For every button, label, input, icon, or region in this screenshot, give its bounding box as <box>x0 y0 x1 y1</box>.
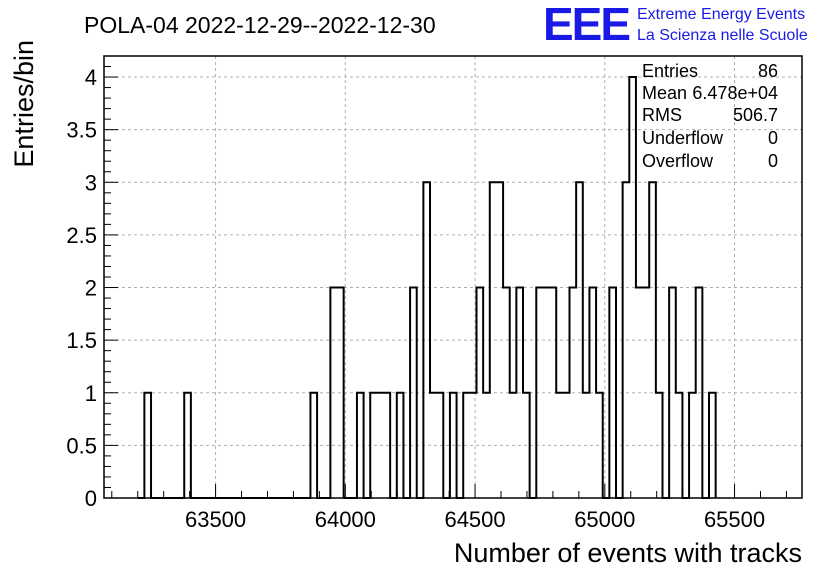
histogram-bin <box>430 393 437 498</box>
histogram-bin <box>636 288 643 498</box>
stats-mean-value: 6.478e+04 <box>692 83 778 103</box>
histogram-bin <box>563 393 570 498</box>
chart-title: POLA-04 2022-12-29--2022-12-30 <box>84 12 436 38</box>
stats-overflow-label: Overflow <box>642 151 714 171</box>
histogram-bin <box>556 393 563 498</box>
eee-logo: EEE Extreme Energy Events La Scienza nel… <box>543 0 808 50</box>
y-tick-label: 1 <box>85 381 97 406</box>
y-tick-label: 0.5 <box>66 433 97 458</box>
x-tick-label: 64500 <box>444 507 505 532</box>
logo-line-1: Extreme Energy Events <box>637 6 805 23</box>
stats-rms-label: RMS <box>642 105 682 125</box>
x-tick-label: 65500 <box>704 507 765 532</box>
histogram-bin <box>483 393 490 498</box>
histogram-bin <box>543 288 550 498</box>
y-tick-label: 1.5 <box>66 328 97 353</box>
stats-entries-value: 86 <box>758 61 778 81</box>
histogram-bin <box>377 393 384 498</box>
logo-line-2: La Scienza nelle Scuole <box>637 27 808 44</box>
x-axis-title: Number of events with tracks <box>454 538 802 568</box>
stats-rms-value: 506.7 <box>733 105 778 125</box>
stats-underflow-value: 0 <box>768 128 778 148</box>
x-tick-label: 63500 <box>185 507 246 532</box>
histogram-bin <box>643 288 650 498</box>
y-tick-label: 0 <box>85 486 97 511</box>
histogram-bin <box>470 393 477 498</box>
y-tick-label: 2 <box>85 276 97 301</box>
axis-tick-labels: 63500 64000 64500 65000 65500 0 0.5 1 1.5 2 2.5 3 3.… <box>66 65 765 532</box>
eee-logo-mark: EEE <box>543 0 629 50</box>
y-tick-label: 4 <box>85 65 97 90</box>
stats-mean-label: Mean <box>642 83 687 103</box>
stats-box: Entries 86 Mean 6.478e+04 RMS 506.7 Unde… <box>642 61 778 171</box>
stats-overflow-value: 0 <box>768 151 778 171</box>
y-axis-title: Entries/bin <box>9 40 39 168</box>
x-tick-label: 64000 <box>315 507 376 532</box>
axis-ticks <box>104 55 787 499</box>
stats-underflow-label: Underflow <box>642 128 724 148</box>
grid <box>104 56 802 498</box>
y-tick-label: 3 <box>85 170 97 195</box>
stats-entries-label: Entries <box>642 61 698 81</box>
histogram-bin <box>583 393 590 498</box>
x-tick-label: 65000 <box>574 507 635 532</box>
y-tick-label: 3.5 <box>66 118 97 143</box>
y-tick-label: 2.5 <box>66 223 97 248</box>
histogram-bin <box>510 393 517 498</box>
